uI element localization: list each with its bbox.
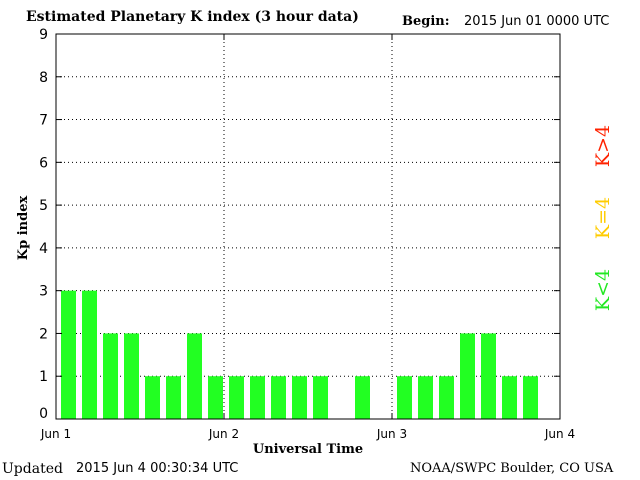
chart-bars — [61, 290, 538, 419]
y-tick-label: 6 — [39, 155, 48, 171]
kp-bar — [523, 376, 538, 419]
kp-bar — [82, 290, 97, 419]
source-credit: NOAA/SWPC Boulder, CO USA — [410, 461, 614, 476]
y-tick-label: 9 — [39, 27, 48, 43]
kp-bar — [124, 333, 139, 419]
kp-bar — [61, 290, 76, 419]
legend: K<4 K=4 K>4 — [592, 125, 614, 311]
kp-bar — [145, 376, 160, 419]
legend-entry: K=4 — [592, 197, 614, 239]
y-tick-label: 2 — [39, 326, 48, 342]
updated-label: Updated — [2, 461, 63, 477]
y-tick-label: 5 — [39, 198, 48, 214]
x-tick-label: Jun 2 — [208, 427, 239, 441]
x-axis-label: Universal Time — [253, 442, 363, 457]
kp-bar — [439, 376, 454, 419]
kp-bar — [502, 376, 517, 419]
begin-label: Begin: — [402, 14, 450, 29]
plot-frame — [55, 33, 561, 420]
kp-bar — [250, 376, 265, 419]
x-tick-label: Jun 3 — [376, 427, 407, 441]
begin-value: 2015 Jun 01 0000 UTC — [464, 14, 610, 29]
kp-bar — [271, 376, 286, 419]
updated-value: 2015 Jun 4 00:30:34 UTC — [76, 461, 239, 476]
legend-entry: K>4 — [592, 125, 614, 167]
x-axis-ticks: Jun 1 Jun 2 Jun 3 Jun 4 — [40, 34, 575, 441]
kp-bar — [355, 376, 370, 419]
y-tick-label: 4 — [39, 241, 48, 257]
kp-bar — [229, 376, 244, 419]
kp-bar — [208, 376, 223, 419]
x-tick-label: Jun 4 — [544, 427, 575, 441]
kp-bar — [397, 376, 412, 419]
legend-entry: K<4 — [592, 269, 614, 311]
x-tick-label: Jun 1 — [40, 427, 71, 441]
kp-bar — [313, 376, 328, 419]
y-tick-label: 1 — [39, 369, 48, 385]
kp-bar — [292, 376, 307, 419]
y-axis-label: Kp index — [16, 196, 31, 261]
kp-bar — [481, 333, 496, 419]
y-axis-ticks: 0 1 2 3 4 5 6 7 8 9 — [39, 27, 560, 422]
kp-bar — [187, 333, 202, 419]
kp-bar — [103, 333, 118, 419]
kp-bar — [418, 376, 433, 419]
y-tick-label: 7 — [39, 113, 48, 129]
y-tick-label: 8 — [39, 70, 48, 86]
y-tick-label: 0 — [39, 406, 48, 422]
kp-bar — [166, 376, 181, 419]
kp-bar — [460, 333, 475, 419]
y-tick-label: 3 — [39, 284, 48, 300]
chart-title: Estimated Planetary K index (3 hour data… — [26, 9, 359, 25]
